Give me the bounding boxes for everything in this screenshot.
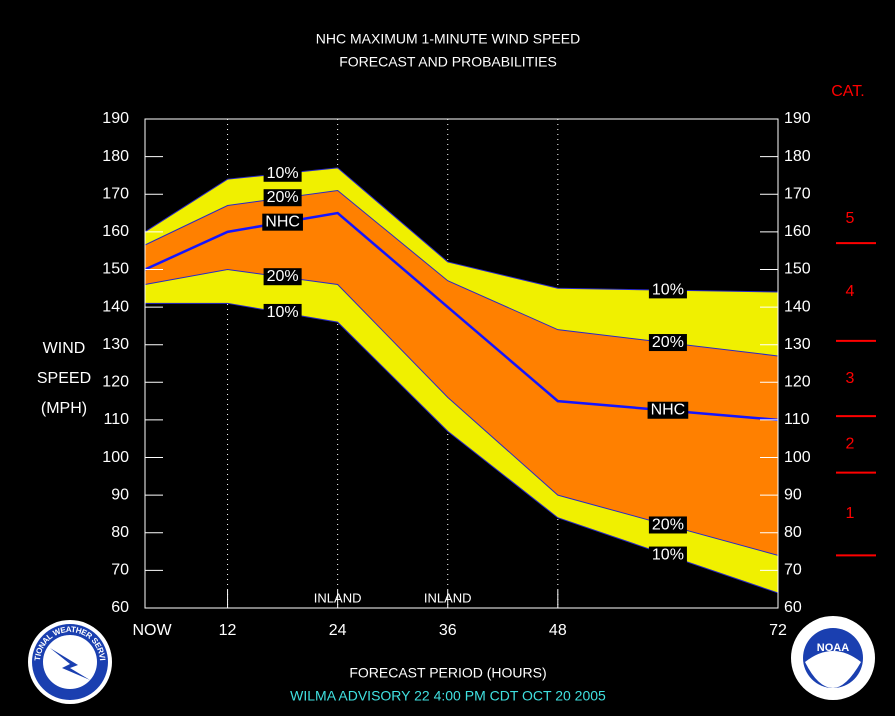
- series-label: 10%: [648, 281, 687, 299]
- x-tick-label: 72: [769, 622, 787, 639]
- category-label: 3: [846, 370, 855, 387]
- series-label-box: [263, 189, 302, 207]
- y-tick-label: 120: [102, 374, 129, 391]
- series-label: 10%: [263, 303, 302, 321]
- series-label-box: [648, 334, 687, 352]
- series-label-text: NHC: [651, 402, 686, 419]
- y-tick-label: 180: [784, 148, 811, 165]
- series-label: 10%: [648, 546, 687, 564]
- y-tick-label: 150: [784, 261, 811, 278]
- series-line: [144, 167, 779, 293]
- chart-title: FORECAST AND PROBABILITIES: [339, 54, 557, 70]
- series-line: [144, 268, 779, 556]
- series-line: [144, 211, 779, 422]
- y-axis-label: WIND: [43, 340, 86, 357]
- band: [145, 190, 778, 556]
- series-label-text: 10%: [652, 281, 684, 298]
- y-tick-label: 80: [784, 524, 802, 541]
- y-tick-label: 70: [111, 562, 129, 579]
- logo-text: NOAA: [817, 642, 849, 654]
- logo-bolt: [50, 648, 90, 680]
- y-tick-label: 110: [784, 411, 810, 428]
- series-label-text: 20%: [652, 516, 684, 533]
- y-tick-label: 80: [111, 524, 129, 541]
- series-label: 20%: [648, 334, 687, 352]
- y-tick-label: 90: [111, 486, 129, 503]
- series-label: 20%: [263, 189, 302, 207]
- category-label: 4: [846, 283, 855, 300]
- annotation: INLAND: [314, 590, 362, 605]
- y-tick-label: 170: [102, 185, 129, 202]
- y-tick-label: 100: [102, 449, 129, 466]
- series-label-box: [263, 303, 302, 321]
- logo-bird: [805, 651, 861, 688]
- noaa-logo: NOAA: [791, 616, 875, 700]
- series-label: 20%: [648, 516, 687, 534]
- x-tick-label: 12: [219, 622, 237, 639]
- y-axis-label: SPEED: [37, 370, 91, 387]
- series-label: NHC: [647, 401, 689, 419]
- series-label-box: [263, 164, 302, 182]
- series-line: [145, 302, 779, 594]
- x-tick-label: NOW: [132, 622, 172, 639]
- y-tick-label: 70: [784, 562, 802, 579]
- series-label-box: [263, 268, 302, 286]
- category-label: 1: [846, 505, 855, 522]
- category-label: 2: [846, 436, 855, 453]
- y-tick-label: 140: [102, 298, 129, 315]
- y-tick-label: 190: [784, 110, 811, 127]
- series-label-text: 20%: [652, 334, 684, 351]
- annotation: INLAND: [424, 590, 472, 605]
- y-tick-label: 60: [111, 599, 129, 616]
- x-tick-label: 24: [329, 622, 347, 639]
- y-tick-label: 120: [784, 374, 811, 391]
- y-tick-label: 130: [784, 336, 811, 353]
- series-label: 10%: [263, 164, 302, 182]
- series-label-box: [648, 281, 687, 299]
- y-tick-label: 100: [784, 449, 811, 466]
- series-label-text: 10%: [267, 165, 299, 182]
- x-axis-label: FORECAST PERIOD (HOURS): [349, 665, 546, 681]
- y-tick-label: 160: [102, 223, 129, 240]
- y-tick-label: 180: [102, 148, 129, 165]
- series-label-text: 20%: [267, 189, 299, 206]
- y-axis-label: (MPH): [41, 400, 87, 417]
- y-tick-label: 140: [784, 298, 811, 315]
- y-tick-label: 170: [784, 185, 811, 202]
- y-tick-label: 160: [784, 223, 811, 240]
- chart-title: NHC MAXIMUM 1-MINUTE WIND SPEED: [316, 31, 580, 47]
- series-label: NHC: [262, 213, 303, 231]
- y-tick-label: 90: [784, 486, 802, 503]
- series-label-text: 20%: [267, 268, 299, 285]
- y-tick-label: 60: [784, 599, 802, 616]
- series-label-box: [262, 213, 303, 231]
- category-label: 5: [846, 210, 855, 227]
- series-label-box: [647, 401, 689, 419]
- subtitle: WILMA ADVISORY 22 4:00 PM CDT OCT 20 200…: [290, 688, 606, 704]
- y-tick-label: 150: [102, 261, 129, 278]
- y-tick-label: 110: [103, 411, 129, 428]
- series-line: [144, 189, 779, 357]
- series-label-box: [648, 516, 687, 534]
- x-tick-label: 48: [549, 622, 567, 639]
- series-label-text: NHC: [265, 214, 300, 231]
- x-tick-label: 36: [439, 622, 457, 639]
- series-label-text: 10%: [652, 547, 684, 564]
- y-tick-label: 190: [102, 110, 129, 127]
- series-label: 20%: [263, 268, 302, 286]
- y-tick-label: 130: [102, 336, 129, 353]
- plot-frame: [144, 118, 779, 609]
- category-title: CAT.: [831, 83, 864, 100]
- series-label-text: 10%: [267, 304, 299, 321]
- series-label-box: [648, 546, 687, 564]
